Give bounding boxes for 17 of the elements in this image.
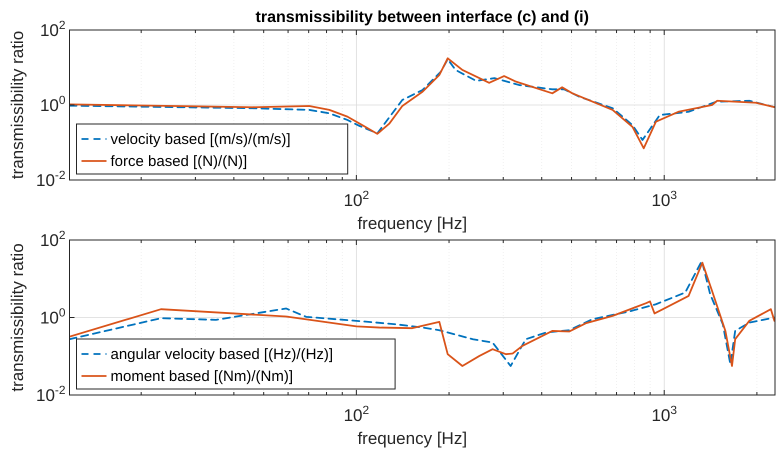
y-tick-label: 10$^{0}$ [40,93,66,115]
y-tick-label: 10$^{2}$ [40,18,66,40]
y-tick-label: 10$^{-2}$ [36,168,66,190]
y-axis-title: transmissibility ratio [8,243,27,392]
legend-label: velocity based [(m/s)/(m/s)] [110,131,291,148]
x-tick-label: 10$^{3}$ [651,403,678,425]
y-tick-label: 10$^{0}$ [40,306,66,328]
legend-label: moment based [(Nm)/(Nm)] [110,368,294,385]
y-axis-title: transmissibility ratio [8,30,27,180]
x-axis-title: frequency [Hz] [357,214,468,233]
chart-title: transmissibility between interface (c) and (i) [256,9,589,26]
x-tick-label: 10$^{3}$ [651,188,678,210]
y-tick-label: 10$^{-2}$ [36,383,66,405]
legend-label: angular velocity based [(Hz)/(Hz)] [110,346,334,363]
y-tick-label: 10$^{2}$ [40,228,66,250]
x-axis-title: frequency [Hz] [357,429,468,448]
legend-label: force based [(N)/(N)] [110,153,248,170]
